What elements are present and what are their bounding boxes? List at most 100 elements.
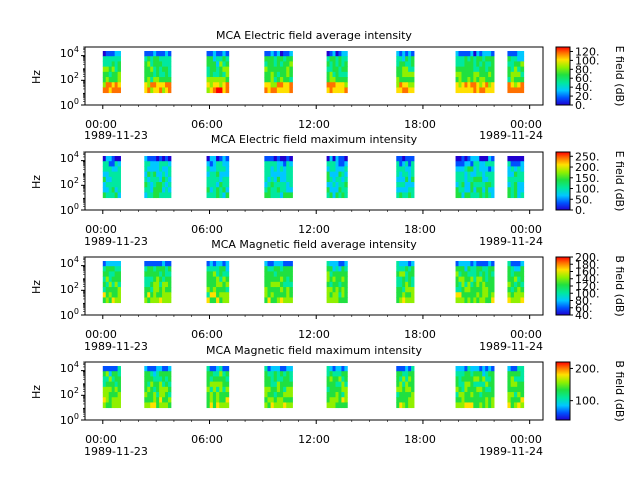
spectrogram-cell — [153, 56, 157, 62]
spectrogram-cell — [399, 71, 403, 78]
spectrogram-cell — [216, 66, 220, 73]
spectrogram-cell — [102, 61, 107, 68]
spectrogram-cell — [102, 297, 107, 304]
spectrogram-cell — [344, 66, 348, 73]
spectrogram-cell — [225, 292, 230, 298]
colorbar-tick-label: 0. — [575, 99, 586, 112]
spectrogram-cell — [491, 166, 495, 173]
spectrogram-cell — [283, 271, 287, 278]
spectrogram-cell — [479, 366, 483, 372]
spectrogram-cell — [408, 51, 412, 57]
spectrogram-cell — [510, 366, 515, 372]
spectrogram-cell — [464, 297, 468, 304]
spectrogram-cell — [270, 381, 275, 388]
spectrogram-cell — [102, 192, 107, 199]
spectrogram-cell — [485, 77, 489, 83]
spectrogram-cell — [162, 77, 166, 83]
spectrogram-cell — [102, 366, 107, 372]
spectrogram-cell — [219, 276, 223, 283]
spectrogram-cell — [150, 66, 154, 73]
spectrogram-cell — [485, 271, 489, 278]
spectrogram-cell — [108, 192, 113, 199]
spectrogram-cell — [289, 176, 293, 183]
spectrogram-cell — [111, 77, 116, 83]
spectrogram-cell — [461, 171, 465, 178]
spectrogram-cell — [153, 192, 157, 199]
spectrogram-cell — [455, 276, 459, 283]
spectrogram-cell — [517, 381, 521, 388]
colorbar-tick-label: 120. — [575, 280, 600, 293]
spectrogram-cell — [507, 66, 512, 73]
spectrogram-cell — [144, 261, 148, 267]
spectrogram-cell — [159, 56, 163, 62]
spectrogram-cell — [216, 392, 220, 398]
spectrogram-cell — [513, 187, 518, 193]
spectrogram-cell — [147, 161, 151, 167]
spectrogram-cell — [329, 77, 333, 83]
spectrogram-cell — [114, 297, 118, 304]
spectrogram-cell — [470, 266, 474, 272]
spectrogram-cell — [338, 386, 342, 393]
spectrogram-cell — [341, 386, 345, 393]
spectrogram-cell — [510, 187, 515, 193]
spectrogram-cell — [276, 56, 281, 62]
spectrogram-cell — [326, 386, 330, 393]
spectrogram-cell — [507, 82, 512, 88]
spectrogram-cell — [273, 366, 278, 372]
spectrogram-cell — [168, 82, 172, 88]
spectrogram-cell — [212, 261, 217, 267]
spectrogram-cell — [276, 51, 281, 57]
spectrogram-cell — [225, 261, 230, 267]
spectrogram-cell — [144, 77, 148, 83]
spectrogram-cell — [105, 266, 110, 272]
spectrogram-cell — [458, 66, 462, 73]
spectrogram-cell — [461, 281, 465, 288]
spectrogram-cell — [147, 71, 151, 78]
spectrogram-cell — [144, 82, 148, 88]
spectrogram-cell — [168, 366, 172, 372]
spectrogram-cell — [491, 392, 495, 398]
spectrogram-cell — [222, 156, 226, 162]
spectrogram-cell — [209, 386, 214, 393]
spectrogram-cell — [222, 381, 226, 388]
spectrogram-cell — [338, 182, 342, 188]
spectrogram-cell — [219, 376, 223, 383]
spectrogram-cell — [111, 376, 116, 383]
spectrogram-cell — [326, 87, 330, 94]
spectrogram-cell — [467, 71, 471, 78]
spectrogram-cell — [270, 292, 275, 298]
spectrogram-cell — [206, 51, 211, 57]
spectrogram-cell — [225, 61, 230, 68]
spectrogram-cell — [479, 176, 483, 183]
spectrogram-cell — [147, 82, 151, 88]
spectrogram-cell — [402, 66, 406, 73]
spectrogram-cell — [510, 276, 515, 283]
spectrogram-cell — [513, 276, 518, 283]
spectrogram-cell — [507, 176, 512, 183]
spectrogram-cell — [117, 271, 121, 278]
spectrogram-cell — [510, 371, 515, 377]
spectrogram-cell — [464, 82, 468, 88]
spectrogram-cell — [225, 386, 230, 393]
axes-frame — [84, 151, 544, 211]
spectrogram-cell — [216, 271, 220, 278]
spectrogram-cell — [335, 192, 339, 199]
spectrogram-cell — [470, 87, 474, 94]
y-tick-labels: 100 102 104 — [60, 360, 79, 427]
spectrogram-cell — [219, 61, 223, 68]
spectrogram-cell — [216, 386, 220, 393]
spectrogram-cell — [276, 271, 281, 278]
spectrogram-cell — [464, 166, 468, 173]
spectrogram-cell — [476, 61, 480, 68]
spectrogram-cell — [219, 171, 223, 178]
spectrogram-cell — [162, 276, 166, 283]
spectrogram-cell — [470, 276, 474, 283]
spectrogram-cell — [102, 386, 107, 393]
spectrogram-cell — [411, 266, 415, 272]
spectrogram-cell — [402, 192, 406, 199]
spectrogram-cell — [411, 82, 415, 88]
spectrogram-cell — [473, 66, 477, 73]
spectrogram-cell — [165, 366, 169, 372]
spectrogram-cell — [279, 281, 284, 288]
spectrogram-cell — [209, 392, 214, 398]
